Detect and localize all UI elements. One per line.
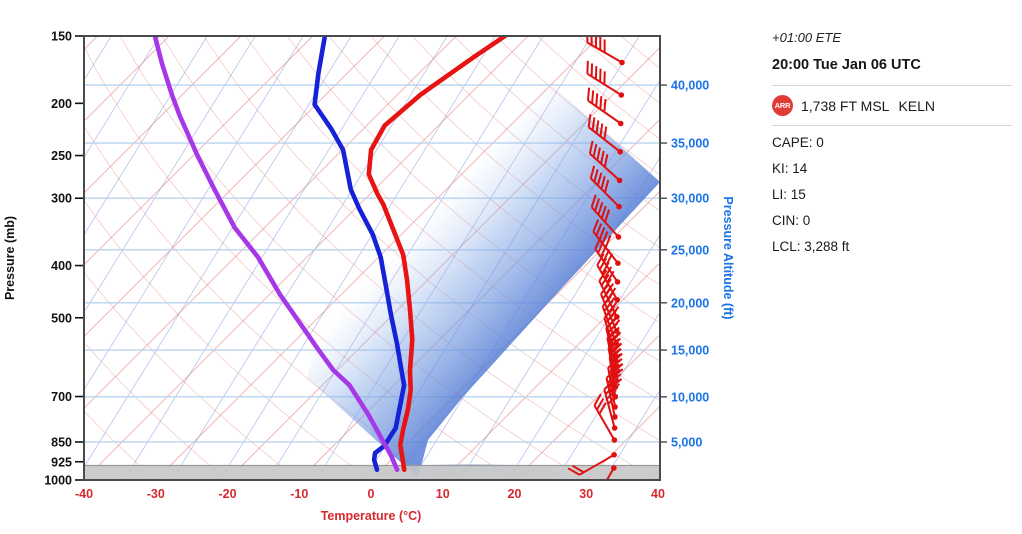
stat-cape: CAPE: 0 — [772, 135, 824, 150]
plot-border — [83, 35, 661, 481]
wind-barb — [589, 165, 622, 210]
arrival-station-row: ARR 1,738 FT MSL KELN — [772, 86, 1012, 125]
plot-area — [84, 36, 660, 480]
wind-barbs — [567, 36, 625, 480]
svg-text:Pressure Altitude (ft): Pressure Altitude (ft) — [721, 196, 735, 319]
station-elevation: 1,738 FT MSL — [801, 97, 890, 114]
temperature-axis: -40 -30 -20 -10 0 10 20 30 40 Temperature (°C) — [75, 487, 665, 523]
svg-text:15,000: 15,000 — [671, 344, 709, 358]
icing-band — [307, 82, 660, 478]
svg-text:-40: -40 — [75, 487, 93, 501]
parcel-path-line — [152, 36, 400, 473]
svg-text:150: 150 — [51, 30, 72, 44]
svg-text:30,000: 30,000 — [671, 192, 709, 206]
ete-label: +01:00 ETE — [772, 30, 842, 45]
wind-barb — [567, 452, 617, 476]
svg-text:10: 10 — [436, 487, 450, 501]
svg-text:700: 700 — [51, 390, 72, 404]
svg-text:400: 400 — [51, 259, 72, 273]
svg-text:35,000: 35,000 — [671, 137, 709, 151]
svg-text:300: 300 — [51, 192, 72, 206]
svg-text:Pressure (mb): Pressure (mb) — [3, 216, 17, 300]
ground-band — [84, 464, 660, 480]
stat-li: LI: 15 — [772, 187, 806, 202]
svg-text:-30: -30 — [147, 487, 165, 501]
svg-text:1000: 1000 — [44, 474, 72, 488]
svg-text:40,000: 40,000 — [671, 79, 709, 93]
stat-cin: CIN: 0 — [772, 213, 811, 228]
svg-text:-20: -20 — [218, 487, 236, 501]
wind-barb — [593, 393, 618, 443]
stat-ki: KI: 14 — [772, 161, 808, 176]
station-text: 1,738 FT MSL KELN — [801, 98, 935, 114]
svg-text:20,000: 20,000 — [671, 296, 709, 310]
svg-text:5,000: 5,000 — [671, 435, 702, 449]
svg-text:25,000: 25,000 — [671, 243, 709, 257]
sounding-stats: CAPE: 0 KI: 14 LI: 15 CIN: 0 LCL: 3,288 … — [772, 130, 1012, 260]
divider — [772, 125, 1012, 126]
wind-barb — [603, 379, 619, 431]
svg-text:250: 250 — [51, 149, 72, 163]
info-panel: +01:00 ETE 20:00 Tue Jan 06 UTC ARR 1,73… — [772, 28, 1012, 260]
svg-text:10,000: 10,000 — [671, 390, 709, 404]
wind-barb — [587, 114, 623, 155]
svg-text:40: 40 — [651, 487, 665, 501]
svg-text:200: 200 — [51, 97, 72, 111]
arrival-badge: ARR — [772, 95, 793, 116]
wind-barb — [586, 60, 625, 98]
skew-t-chart: 1502002503004005007008509251000Pressure … — [3, 30, 735, 524]
valid-time-label: 20:00 Tue Jan 06 UTC — [772, 57, 921, 73]
station-ident: KELN — [898, 97, 936, 114]
wind-barb — [586, 87, 624, 127]
svg-text:20: 20 — [508, 487, 522, 501]
wind-barb — [596, 253, 621, 303]
svg-text:500: 500 — [51, 311, 72, 325]
svg-text:30: 30 — [579, 487, 593, 501]
svg-text:-10: -10 — [290, 487, 308, 501]
temperature-line — [366, 36, 508, 473]
wind-barb — [588, 140, 623, 184]
svg-text:925: 925 — [51, 455, 72, 469]
stat-lcl: LCL: 3,288 ft — [772, 239, 850, 254]
altitude-axis: 40,000 35,000 30,000 25,000 20,000 15,000 10,0… — [661, 79, 735, 449]
svg-text:850: 850 — [51, 435, 72, 449]
svg-text:Temperature (°C): Temperature (°C) — [321, 509, 422, 523]
pressure-axis: 150 200 250 300 400 500 700 850 925 1000 Pressure … — [3, 30, 83, 488]
wind-barb — [605, 465, 617, 480]
divider — [772, 85, 1012, 86]
wind-barb — [590, 194, 622, 240]
svg-text:0: 0 — [368, 487, 375, 501]
